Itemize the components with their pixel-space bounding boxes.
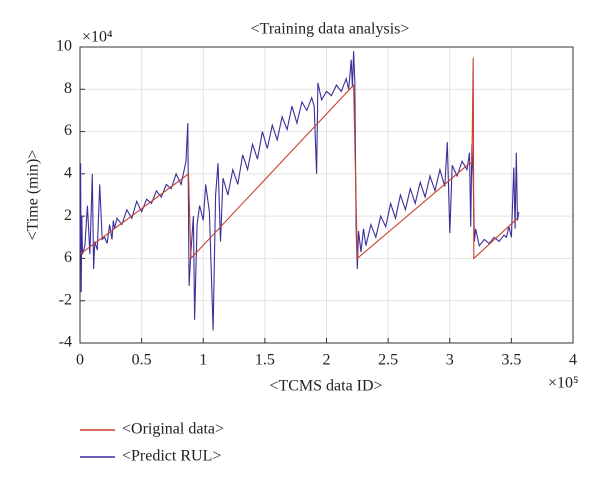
series-line — [79, 57, 518, 260]
x-exponent: ×10⁵ — [548, 375, 579, 392]
y-tick-label: -2 — [59, 291, 72, 308]
x-tick-label: 2 — [323, 352, 331, 369]
legend-label: <Original data> — [122, 421, 224, 438]
x-tick-label: 0 — [76, 352, 84, 369]
y-exponent: ×10⁴ — [82, 29, 113, 46]
y-tick-label: 2 — [64, 207, 72, 224]
x-tick-label: 1.5 — [255, 352, 275, 369]
x-tick-label: 3 — [446, 352, 454, 369]
y-tick-label: 4 — [64, 165, 72, 182]
series-line — [79, 51, 520, 331]
y-tick-label: 10 — [56, 38, 72, 55]
chart-title: <Training data analysis> — [251, 21, 410, 38]
y-axis-label: <Time (min)> — [25, 150, 42, 241]
y-tick-label: -4 — [59, 334, 72, 351]
x-tick-label: 0.5 — [132, 352, 152, 369]
x-tick-label: 4 — [569, 352, 577, 369]
y-tick-label: 6 — [64, 122, 72, 139]
x-axis-label: <TCMS data ID> — [269, 378, 382, 395]
x-tick-label: 1 — [199, 352, 207, 369]
x-tick-label: 3.5 — [501, 352, 521, 369]
y-tick-label: 8 — [64, 80, 72, 97]
x-tick-label: 2.5 — [378, 352, 398, 369]
y-tick-label: 6 — [64, 249, 72, 266]
legend-label: <Predict RUL> — [122, 448, 221, 465]
